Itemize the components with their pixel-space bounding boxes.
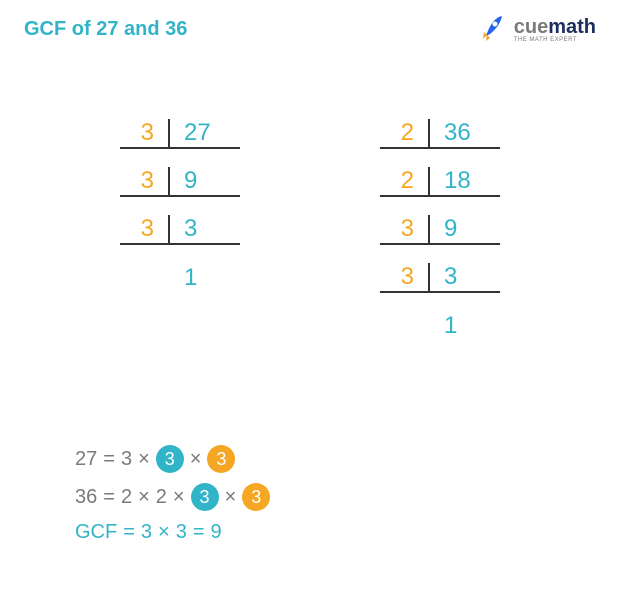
page-title: GCF of 27 and 36 (24, 18, 187, 41)
equation-term: × (225, 486, 237, 509)
equation-term: 3 (176, 521, 187, 544)
equation-term: = (123, 521, 135, 544)
equation-term: × (158, 521, 170, 544)
factor-divisor: 3 (120, 215, 170, 245)
factor-table-36: 23621839331 (380, 110, 500, 350)
equation-term: = (103, 486, 115, 509)
factor-table-27: 32739331 (120, 110, 240, 350)
rocket-icon (478, 14, 508, 44)
equation-term: = (193, 521, 205, 544)
factor-divisor: 2 (380, 119, 430, 149)
factor-quotient: 18 (430, 167, 500, 197)
brand-prefix: cue (514, 16, 548, 39)
equation-line: GCF = 3 × 3 = 9 (75, 521, 270, 544)
equation-term: 2 (156, 486, 167, 509)
brand-logo: cue math THE MATH EXPERT (478, 14, 596, 44)
factor-quotient: 3 (170, 215, 240, 245)
equation-term: GCF (75, 521, 117, 544)
circled-factor: 3 (156, 445, 184, 473)
factor-quotient: 9 (170, 167, 240, 197)
equation-term: × (138, 486, 150, 509)
equation-term: 9 (211, 521, 222, 544)
factor-divisor: 3 (120, 119, 170, 149)
equation-term: = (103, 448, 115, 471)
brand-name: cue math (514, 16, 596, 39)
equation-term: 3 (141, 521, 152, 544)
equation-term: × (173, 486, 185, 509)
factorization-tables: 32739331 23621839331 (0, 110, 620, 350)
factor-quotient: 1 (430, 312, 500, 340)
circled-factor: 3 (191, 483, 219, 511)
factor-quotient: 1 (170, 264, 240, 292)
factor-quotient: 36 (430, 119, 500, 149)
factor-divisor: 3 (120, 167, 170, 197)
factor-divisor: 3 (380, 215, 430, 245)
factor-quotient: 27 (170, 119, 240, 149)
factor-quotient: 9 (430, 215, 500, 245)
equation-line: 36=2×2×3×3 (75, 483, 270, 511)
factor-quotient: 3 (430, 263, 500, 293)
equation-term: 36 (75, 486, 97, 509)
circled-factor: 3 (242, 483, 270, 511)
factor-divisor: 2 (380, 167, 430, 197)
equation-term: × (138, 448, 150, 471)
equation-term: 2 (121, 486, 132, 509)
equations-block: 27=3×3×336=2×2×3×3GCF=3×3=9 (75, 445, 270, 544)
brand-suffix: math (548, 16, 596, 39)
equation-line: 27=3×3×3 (75, 445, 270, 473)
factor-divisor: 3 (380, 263, 430, 293)
equation-term: 27 (75, 448, 97, 471)
equation-term: 3 (121, 448, 132, 471)
equation-term: × (190, 448, 202, 471)
circled-factor: 3 (207, 445, 235, 473)
